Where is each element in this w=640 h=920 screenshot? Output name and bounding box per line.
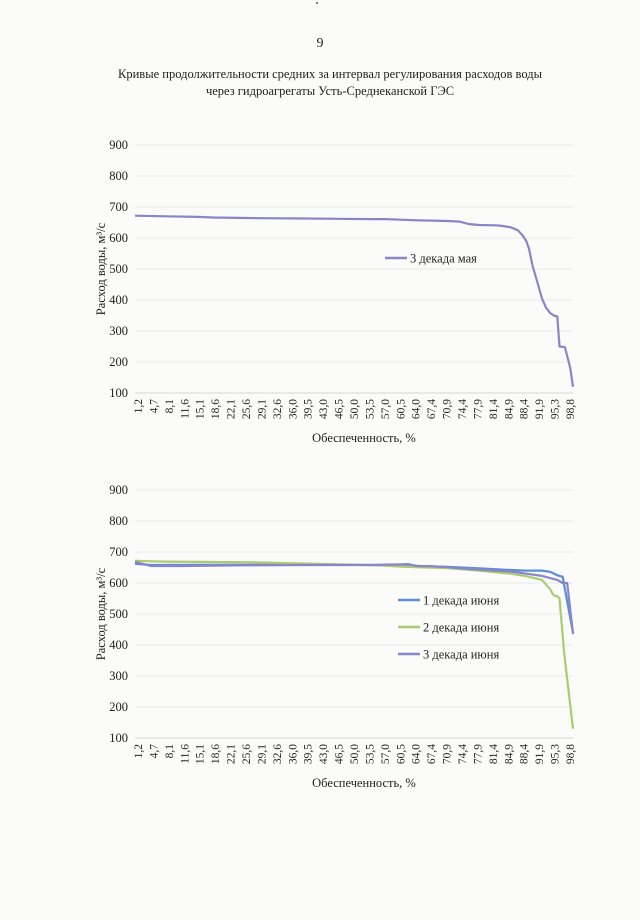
x-tick-label: 88,4 <box>519 399 531 419</box>
y-tick-label: 300 <box>109 324 128 338</box>
x-tick-label: 57,0 <box>380 744 392 764</box>
page-number: 9 <box>316 36 324 51</box>
x-tick-label: 39,5 <box>303 399 315 419</box>
x-axis-label: Обеспеченность, % <box>312 776 416 790</box>
x-tick-label: 4,7 <box>148 399 160 414</box>
x-tick-label: 81,4 <box>488 744 500 764</box>
title-line-1: Кривые продолжительности средних за инте… <box>118 67 542 81</box>
x-tick-label: 84,9 <box>503 399 515 419</box>
x-tick-label: 88,4 <box>519 744 531 764</box>
series-line <box>134 214 575 387</box>
x-tick-label: 60,5 <box>395 744 407 764</box>
x-tick-label: 15,1 <box>195 399 207 419</box>
x-axis-label: Обеспеченность, % <box>312 431 416 445</box>
x-tick-label: 36,0 <box>287 744 299 764</box>
y-tick-label: 300 <box>109 669 128 683</box>
y-axis-label: Расход воды, м³/с <box>94 222 108 315</box>
y-tick-label: 500 <box>109 607 128 621</box>
x-tick-label: 8,1 <box>164 399 176 414</box>
y-tick-label: 800 <box>109 514 128 528</box>
scan-speck <box>316 2 318 4</box>
x-tick-label: 77,9 <box>472 744 484 764</box>
x-tick-label: 29,1 <box>256 399 268 419</box>
chart-may: 100 200 300 400 500 600 700 800 900 1,2 4,7 8,1 11,6… <box>94 138 577 445</box>
x-tick-label: 18,6 <box>210 399 222 419</box>
x-tick-label: 32,6 <box>272 744 284 764</box>
x-tick-label: 22,1 <box>226 744 238 764</box>
x-tick-label: 46,5 <box>334 744 346 764</box>
x-tick-label: 15,1 <box>195 744 207 764</box>
x-tick-label: 67,4 <box>426 744 438 764</box>
x-tick-label: 95,3 <box>550 744 562 764</box>
legend-label: 2 декада июня <box>423 621 499 635</box>
document-title: Кривые продолжительности средних за инте… <box>60 66 600 100</box>
x-tick-label: 25,6 <box>241 744 253 764</box>
y-tick-label: 600 <box>109 576 128 590</box>
y-axis-label: Расход воды, м³/с <box>94 567 108 660</box>
y-tick-label: 400 <box>109 293 128 307</box>
x-tick-label: 67,4 <box>426 399 438 419</box>
x-tick-label: 18,6 <box>210 744 222 764</box>
title-line-2: через гидроагрегаты Усть-Среднеканской Г… <box>205 84 455 98</box>
legend-label: 1 декада июня <box>423 594 499 608</box>
x-tick-label: 46,5 <box>334 399 346 419</box>
x-tick-label: 1,2 <box>133 744 145 759</box>
x-tick-label: 64,0 <box>411 399 423 419</box>
x-tick-label: 25,6 <box>241 399 253 419</box>
x-tick-label: 70,9 <box>442 399 454 419</box>
y-tick-label: 700 <box>109 545 128 559</box>
x-tick-label: 22,1 <box>226 399 238 419</box>
x-tick-label: 29,1 <box>256 744 268 764</box>
x-tick-label: 64,0 <box>411 744 423 764</box>
y-tick-label: 100 <box>109 386 128 400</box>
y-tick-label: 800 <box>109 169 128 183</box>
x-tick-label: 53,5 <box>364 399 376 419</box>
x-tick-label: 91,9 <box>534 744 546 764</box>
x-tick-label: 32,6 <box>272 399 284 419</box>
x-tick-label: 84,9 <box>503 744 515 764</box>
y-tick-label: 200 <box>109 355 128 369</box>
x-tick-label: 1,2 <box>133 399 145 414</box>
x-tick-label: 98,8 <box>565 744 577 764</box>
y-tick-label: 500 <box>109 262 128 276</box>
x-tick-label: 11,6 <box>179 399 191 419</box>
chart-june: 100 200 300 400 500 600 700 800 900 1,2 4,7 8,1 11,6… <box>94 483 577 790</box>
x-tick-label: 74,4 <box>457 399 469 419</box>
x-tick-label: 8,1 <box>164 744 176 759</box>
x-tick-label: 50,0 <box>349 744 361 764</box>
x-tick-label: 36,0 <box>287 399 299 419</box>
x-tick-label: 95,3 <box>550 399 562 419</box>
y-tick-label: 900 <box>109 138 128 152</box>
x-tick-label: 70,9 <box>442 744 454 764</box>
x-tick-label: 53,5 <box>364 744 376 764</box>
series-line <box>134 560 575 635</box>
x-tick-label: 11,6 <box>179 744 191 764</box>
y-tick-label: 100 <box>109 731 128 745</box>
x-tick-label: 74,4 <box>457 744 469 764</box>
x-tick-label: 43,0 <box>318 744 330 764</box>
x-tick-label: 77,9 <box>472 399 484 419</box>
x-tick-label: 39,5 <box>303 744 315 764</box>
y-tick-label: 600 <box>109 231 128 245</box>
x-tick-label: 81,4 <box>488 399 500 419</box>
x-tick-label: 4,7 <box>148 744 160 759</box>
y-tick-label: 200 <box>109 700 128 714</box>
x-tick-label: 50,0 <box>349 399 361 419</box>
x-tick-label: 98,8 <box>565 399 577 419</box>
x-tick-label: 57,0 <box>380 399 392 419</box>
legend-label: 3 декада мая <box>410 252 477 266</box>
y-tick-label: 700 <box>109 200 128 214</box>
x-tick-label: 43,0 <box>318 399 330 419</box>
y-tick-label: 900 <box>109 483 128 497</box>
legend-label: 3 декада июня <box>423 648 499 662</box>
x-tick-label: 91,9 <box>534 399 546 419</box>
x-tick-label: 60,5 <box>395 399 407 419</box>
y-tick-label: 400 <box>109 638 128 652</box>
